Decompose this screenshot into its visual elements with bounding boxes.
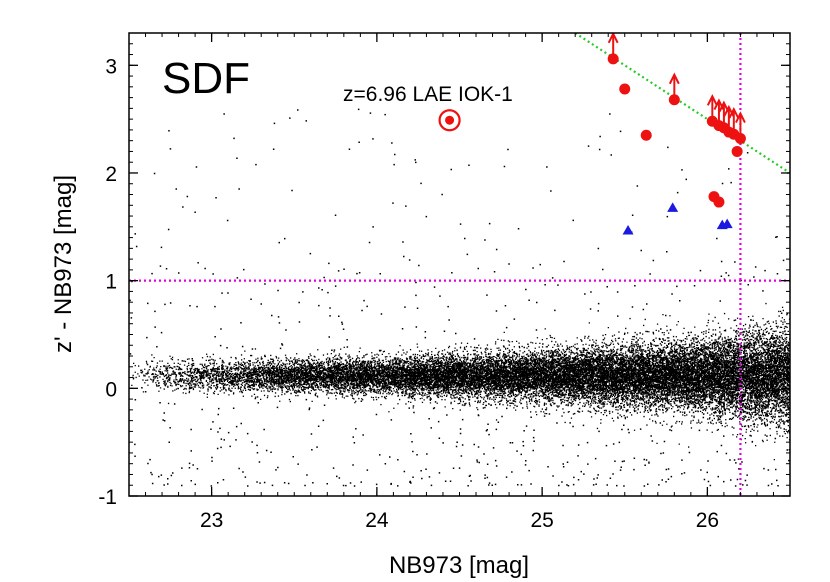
iok1-ring <box>438 109 461 132</box>
x-axis-title: NB973 [mag] <box>389 552 529 579</box>
y-axis-title: z' - NB973 [mag] <box>50 175 77 353</box>
y-tick-label: 2 <box>105 163 117 186</box>
arrow-head <box>735 111 746 123</box>
candidate-point <box>640 129 652 141</box>
arrow-head <box>607 33 619 44</box>
x-tick-label: 25 <box>530 509 553 532</box>
candidate-point <box>619 83 631 95</box>
lower-limit-arrow <box>668 72 680 100</box>
annotation-label: z=6.96 LAE IOK-1 <box>343 83 513 106</box>
lower-limit-arrow <box>706 94 718 122</box>
other-object-triangle <box>622 225 634 235</box>
field-object-cloud <box>129 108 790 487</box>
chart-title: SDF <box>162 54 250 103</box>
lower-limit-arrow <box>607 33 619 59</box>
y-tick-label: 1 <box>105 271 117 294</box>
arrow-head <box>706 94 718 106</box>
x-tick-label: 26 <box>696 509 719 532</box>
candidate-point <box>731 145 743 157</box>
x-tick-label: 23 <box>200 509 223 532</box>
iok1-marker <box>438 109 461 132</box>
y-tick-label: 3 <box>105 55 117 78</box>
y-tick-label: 0 <box>105 378 117 401</box>
other-object-triangle <box>721 218 733 229</box>
reference-lines <box>129 33 790 496</box>
candidate-point <box>713 196 725 208</box>
highlighted-markers <box>438 33 746 235</box>
detection-limit-curve-line <box>574 33 790 174</box>
other-object-triangle <box>667 202 679 212</box>
field-object-dots <box>129 108 790 487</box>
y-tick-label: -1 <box>98 486 117 509</box>
arrow-head <box>728 106 740 119</box>
x-tick-label: 24 <box>365 509 389 532</box>
arrow-head <box>668 72 680 85</box>
lower-limit-arrow <box>735 111 746 139</box>
lower-limit-arrow <box>728 106 740 135</box>
iok1-center <box>445 115 455 125</box>
